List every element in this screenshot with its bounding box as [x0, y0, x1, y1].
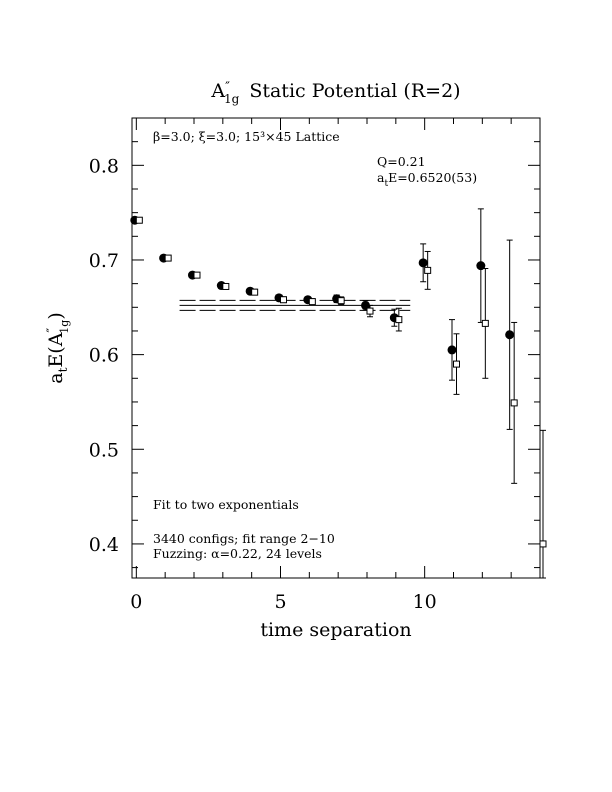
fuzzing-annotation: Fuzzing: α=0.22, 24 levels — [153, 546, 322, 561]
data-point-square — [135, 216, 143, 224]
y-tick-label: 0.8 — [89, 155, 119, 177]
plot-frame — [131, 117, 541, 579]
data-point-square — [424, 266, 432, 274]
data-point-circle — [476, 261, 486, 271]
energy-a: a — [377, 170, 385, 185]
data-point-square — [164, 254, 172, 262]
energy-t: t — [384, 179, 388, 189]
data-point-square — [510, 399, 518, 407]
data-point-circle — [505, 330, 515, 340]
title-letter: A — [210, 80, 225, 102]
data-point-circle — [418, 258, 428, 268]
data-point-square — [337, 297, 345, 305]
lattice-annotation: β=3.0; ξ=3.0; 15³×45 Lattice — [153, 129, 340, 144]
data-point-circle — [447, 345, 457, 355]
y-tick-labels: 0.4 0.5 0.6 0.7 0.8 — [89, 155, 119, 556]
configs-annotation: 3440 configs; fit range 2−10 — [153, 531, 335, 546]
energy-rest: E=0.6520(53) — [388, 170, 477, 185]
x-tick-label: 0 — [130, 591, 142, 613]
ylabel-close: ) — [45, 312, 67, 319]
x-axis-label: time separation — [260, 619, 411, 641]
data-point-square — [366, 307, 374, 315]
axis-ticks — [132, 118, 541, 578]
data-point-square — [539, 540, 547, 548]
ylabel-a: a — [45, 372, 67, 383]
ylabel-prime: ″ — [45, 328, 60, 333]
data-point-square — [251, 288, 259, 296]
title-rest: Static Potential (R=2) — [249, 80, 460, 102]
series-open-squares — [135, 216, 547, 579]
ylabel-sub: 1g — [58, 320, 71, 334]
y-tick-label: 0.4 — [89, 534, 119, 556]
ylabel-t: t — [56, 367, 70, 372]
x-tick-labels: 0 5 10 — [130, 591, 436, 613]
y-axis-label: atE(A″1g) — [45, 312, 71, 384]
title-subscript: 1g — [224, 92, 240, 106]
y-tick-label: 0.6 — [89, 345, 119, 367]
data-point-square — [395, 316, 403, 324]
x-tick-label: 10 — [413, 591, 437, 613]
x-tick-label: 5 — [274, 591, 286, 613]
q-annotation: Q=0.21 — [377, 154, 426, 169]
title-prime: ″ — [225, 80, 230, 95]
fit-band — [179, 299, 411, 311]
data-point-square — [222, 282, 230, 290]
chart-title: A″ 1g Static Potential (R=2) — [210, 80, 460, 106]
data-point-square — [279, 296, 287, 304]
energy-annotation: atE=0.6520(53) — [377, 170, 477, 189]
data-point-square — [193, 271, 201, 279]
ylabel-mid: E(A — [45, 332, 67, 367]
y-tick-label: 0.5 — [89, 439, 119, 461]
data-point-square — [308, 298, 316, 306]
y-tick-label: 0.7 — [89, 250, 119, 272]
fit-method-annotation: Fit to two exponentials — [153, 497, 299, 512]
series-filled-circles — [130, 208, 515, 430]
data-point-square — [452, 360, 460, 368]
data-point-square — [481, 319, 489, 327]
